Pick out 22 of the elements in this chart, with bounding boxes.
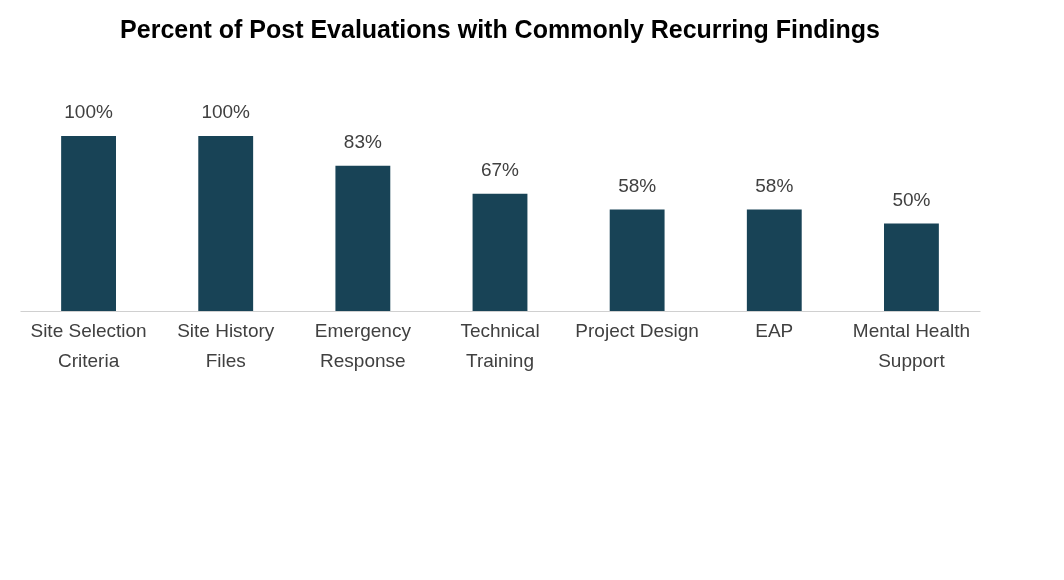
x-tick-label: Site Selection Criteria — [30, 319, 147, 371]
data-label: 100% — [64, 101, 113, 122]
bar — [335, 165, 391, 311]
x-tick-label: Technical Training — [460, 319, 540, 371]
data-label: 58% — [618, 174, 657, 196]
bar — [198, 136, 254, 311]
chart-title: Percent of Post Evaluations with Commonly Recurring Findings — [120, 15, 880, 43]
x-tick-label: Project Design — [575, 319, 699, 341]
x-tick-label: EAP — [755, 319, 794, 341]
data-label: 100% — [201, 101, 251, 122]
x-tick-label: Mental Health Support — [852, 319, 971, 371]
x-tick-label: Site History Files — [177, 319, 275, 371]
bar — [609, 209, 665, 311]
bar — [884, 223, 939, 311]
bar — [61, 136, 116, 311]
data-label: 67% — [480, 158, 520, 180]
bar — [472, 193, 528, 311]
data-label: 50% — [892, 188, 931, 210]
bar — [746, 209, 802, 311]
x-tick-label: Emergency Response — [314, 319, 412, 371]
data-label: 58% — [755, 174, 794, 196]
data-label: 83% — [343, 130, 382, 152]
